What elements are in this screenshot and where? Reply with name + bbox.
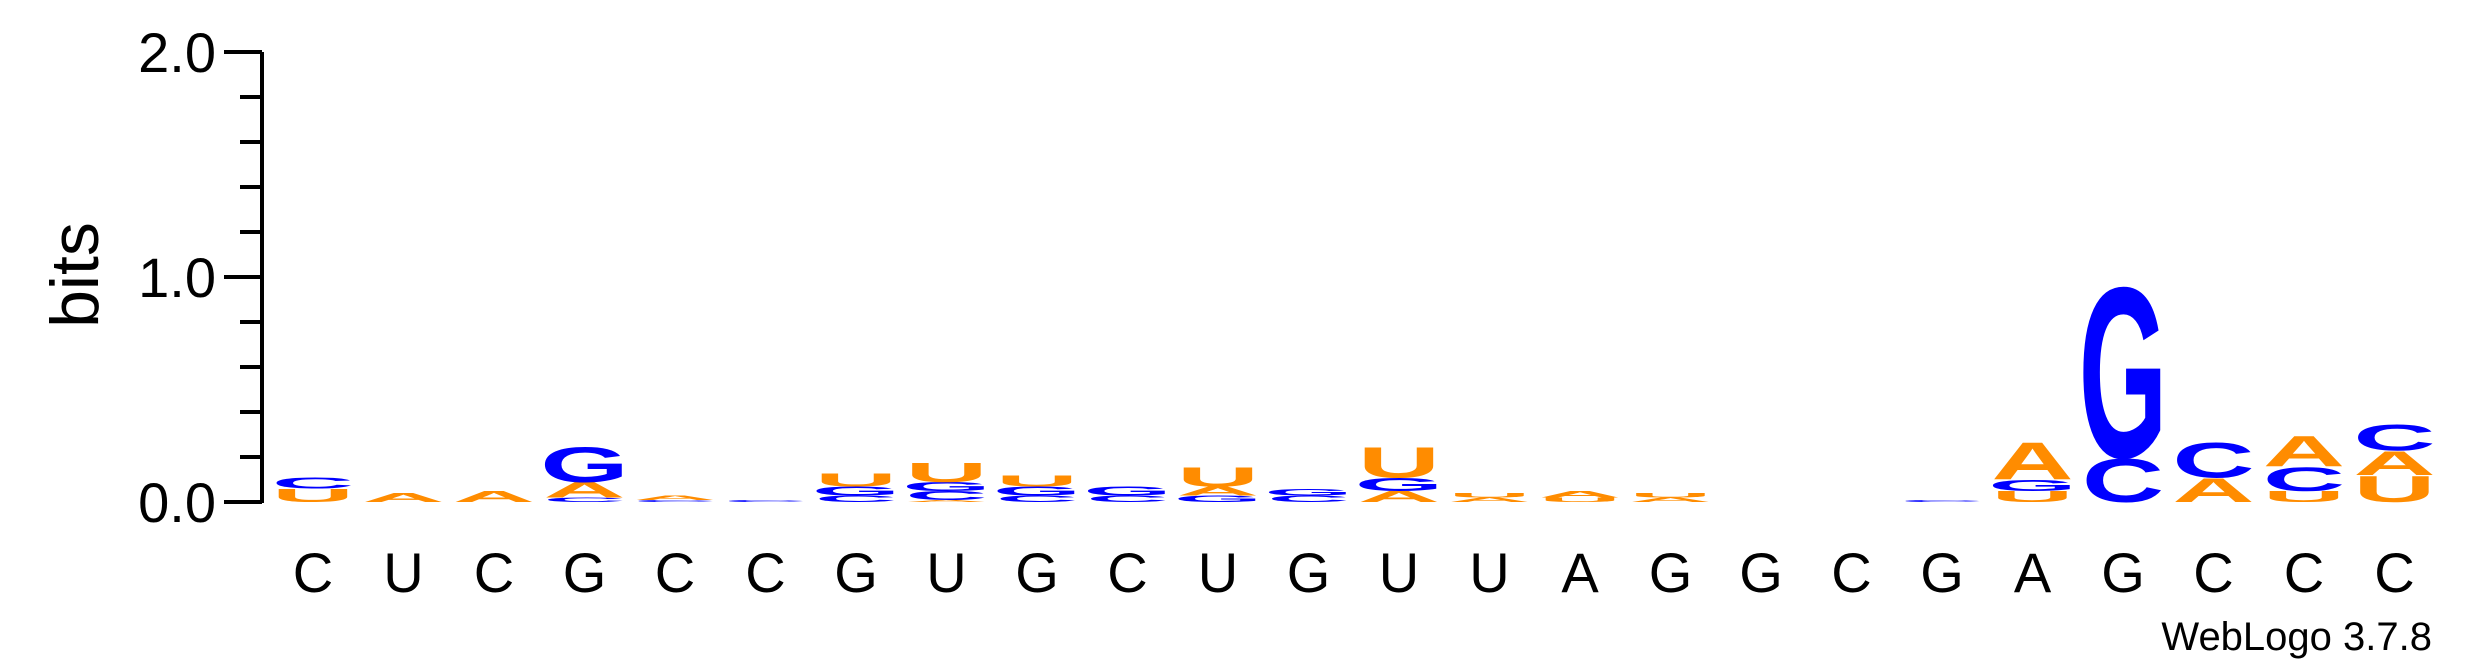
position-label: U: [1379, 541, 1419, 604]
position-label: G: [563, 541, 607, 604]
logo-letter-C: C: [634, 499, 716, 502]
position-label: C: [293, 541, 333, 604]
logo-letter-A: A: [362, 491, 444, 505]
logo-letter-C: C: [1267, 494, 1349, 504]
position-label: U: [1469, 541, 1509, 604]
position-label: A: [1561, 541, 1599, 604]
logo-letter-A: A: [1448, 496, 1530, 503]
logo-letter-C: C: [2082, 446, 2164, 515]
logo-letter-A: A: [2172, 471, 2254, 509]
logo-letter-A: A: [1991, 432, 2073, 491]
y-axis-label: bits: [37, 222, 113, 328]
logo-letter-G: G: [540, 436, 629, 492]
logo-letter-G: G: [1174, 494, 1263, 504]
logo-letter-A: A: [543, 478, 625, 502]
logo-letter-U: U: [2353, 468, 2435, 510]
position-label: G: [1649, 541, 1693, 604]
position-label: G: [1015, 541, 1059, 604]
logo-letter-G: G: [1083, 484, 1172, 498]
logo-letter-A: A: [905, 499, 987, 502]
position-label: U: [1198, 541, 1238, 604]
logo-letter-U: U: [815, 469, 897, 490]
logo-letter-U: U: [272, 485, 354, 506]
logo-letter-A: A: [634, 494, 716, 501]
logo-letter-C: C: [272, 474, 354, 491]
logo-letter-U: U: [1539, 496, 1621, 503]
logo-letter-C: C: [2263, 460, 2345, 498]
weblogo-credit: WebLogo 3.7.8: [2161, 615, 2432, 659]
logo-letter-A: A: [1629, 496, 1711, 503]
logo-letter-C: C: [1901, 499, 1983, 502]
position-label: G: [1920, 541, 1964, 604]
logo-letter-C: C: [543, 496, 625, 503]
logo-letter-G: G: [1988, 477, 2077, 494]
logo-letter-G: G: [812, 484, 901, 498]
logo-letter-C: C: [2353, 416, 2435, 458]
y-axis: 0.0 1.0 2.0: [138, 21, 264, 534]
logo-letter-U: U: [905, 456, 987, 488]
logo-letter-A: A: [1539, 489, 1621, 499]
logo-letter-C: C: [815, 494, 897, 504]
position-label: C: [2374, 541, 2414, 604]
y-tick-label: 1.0: [138, 246, 216, 309]
position-label: A: [2014, 541, 2052, 604]
position-label: C: [655, 541, 695, 604]
position-label: U: [383, 541, 423, 604]
position-label: C: [1107, 541, 1147, 604]
position-label: C: [1831, 541, 1871, 604]
position-label: G: [1739, 541, 1783, 604]
logo-letter-C: C: [1086, 494, 1168, 504]
logo-letter-A: A: [2353, 444, 2435, 482]
logo-letter-G: G: [2079, 238, 2168, 510]
y-tick-label: 2.0: [138, 21, 216, 84]
logo-letter-U: U: [1629, 492, 1711, 499]
logo-letter-C: C: [2172, 432, 2254, 488]
logo-letter-C: C: [996, 494, 1078, 504]
position-label: G: [2101, 541, 2145, 604]
logo-letter-U: U: [1358, 438, 1440, 487]
logo-letter-U: U: [1991, 488, 2073, 505]
position-label: G: [1287, 541, 1331, 604]
logo-letter-A: A: [2263, 427, 2345, 476]
logo-letter-U: U: [2263, 488, 2345, 505]
position-label: G: [834, 541, 878, 604]
y-tick-label: 0.0: [138, 471, 216, 534]
logo-letter-A: A: [1358, 488, 1440, 505]
logo-letter-G: G: [1355, 474, 1444, 495]
logo-letter-U: U: [1448, 492, 1530, 499]
logo-letter-G: G: [993, 484, 1082, 498]
logo-letter-C: C: [724, 499, 806, 502]
position-label: C: [2193, 541, 2233, 604]
position-label: C: [474, 541, 514, 604]
logo-letter-A: A: [1177, 484, 1259, 498]
logo-letter-U: U: [1177, 461, 1259, 493]
logo-letter-C: C: [905, 489, 987, 503]
logo-letter-A: A: [453, 488, 535, 505]
position-label: C: [2284, 541, 2324, 604]
position-label: C: [745, 541, 785, 604]
logo-letter-G: G: [902, 480, 991, 494]
logo-letter-G: G: [1264, 487, 1353, 497]
logo-letter-U: U: [996, 472, 1078, 489]
position-label: U: [926, 541, 966, 604]
